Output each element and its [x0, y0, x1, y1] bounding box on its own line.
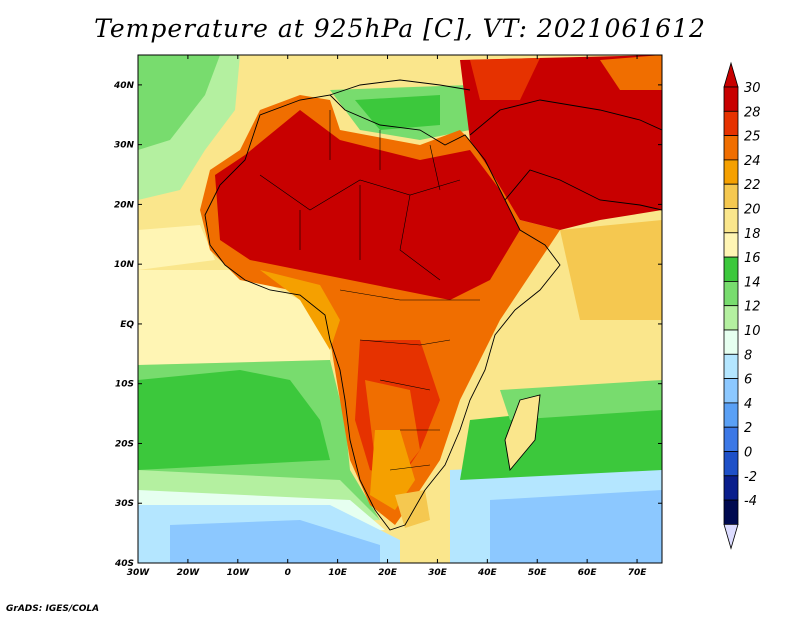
colorbar-over-triangle	[723, 61, 739, 88]
colorbar-swatch	[723, 183, 739, 209]
colorbar-swatch	[723, 232, 739, 258]
longitude-axis: 30W 20W 10W 0 10E 20E 30E 40E 50E 60E 70E	[127, 55, 647, 578]
colorbar-label: 14	[744, 275, 761, 290]
lon-tick-label: 20W	[177, 568, 201, 578]
colorbar-swatch	[723, 353, 739, 379]
lat-tick-label: 20N	[114, 200, 135, 210]
colorbar-label: 25	[744, 130, 761, 145]
temperature-field	[138, 55, 662, 563]
colorbar-swatch	[723, 426, 739, 452]
colorbar-label: 24	[744, 154, 761, 169]
lat-tick-label: 10S	[115, 380, 134, 390]
lat-tick-label: 20S	[115, 439, 134, 449]
colorbar-label: 22	[744, 178, 761, 193]
colorbar-label: -4	[744, 494, 757, 509]
colorbar-swatch	[723, 378, 739, 404]
lat-tick-label: EQ	[120, 320, 134, 330]
colorbar-swatch	[723, 86, 739, 112]
colorbar-label: 10	[744, 324, 761, 339]
latitude-axis: 40N 30N 20N 10N EQ 10S 20S 30S 40S	[113, 81, 662, 569]
colorbar-label: 4	[744, 397, 752, 412]
colorbar-label: 8	[744, 348, 752, 363]
country-borders	[259, 110, 480, 471]
lon-tick-label: 40E	[477, 568, 498, 578]
colorbar-swatch	[723, 256, 739, 282]
colorbar-label: 2	[744, 421, 752, 436]
lat-tick-label: 30N	[114, 141, 135, 151]
colorbar-label: 18	[744, 227, 761, 242]
lon-tick-label: 10E	[328, 568, 348, 578]
lon-tick-label: 60E	[578, 568, 598, 578]
lon-tick-label: 30E	[428, 568, 448, 578]
colorbar-label: 6	[744, 373, 752, 388]
lat-tick-label: 10N	[114, 260, 135, 270]
lon-tick-label: 0	[285, 568, 291, 578]
lat-tick-label: 30S	[115, 499, 134, 509]
colorbar-swatch	[723, 402, 739, 428]
colorbar-label: 0	[744, 446, 752, 461]
map-title: Temperature at 925hPa [C], VT: 202106161…	[94, 14, 706, 43]
colorbar-swatch	[723, 475, 739, 501]
colorbar-label: 12	[744, 300, 761, 315]
lon-tick-label: 10W	[227, 568, 251, 578]
colorbar-label: 30	[744, 81, 761, 96]
colorbar-swatch	[723, 499, 739, 525]
colorbar-swatch	[723, 305, 739, 331]
colorbar-label: 28	[744, 105, 761, 120]
colorbar-swatch	[723, 159, 739, 185]
colorbar-swatch	[723, 280, 739, 307]
colorbar-label: -2	[744, 470, 757, 485]
lon-tick-label: 70E	[628, 568, 648, 578]
coastlines	[204, 79, 662, 531]
lon-tick-label: 30W	[127, 568, 151, 578]
colorbar-swatch	[723, 110, 739, 137]
lat-tick-label: 40N	[113, 81, 135, 91]
lat-tick-label: 40S	[114, 559, 134, 569]
grads-credit: GrADS: IGES/COLA	[6, 604, 100, 614]
colorbar-swatch	[723, 208, 739, 234]
map-frame	[137, 54, 663, 564]
lon-tick-label: 20E	[378, 568, 398, 578]
colorbar-label: 16	[744, 251, 761, 266]
colorbar-label: 20	[744, 203, 761, 218]
colorbar-swatch	[723, 329, 739, 355]
colorbar-swatch	[723, 451, 739, 477]
lon-tick-label: 50E	[528, 568, 548, 578]
colorbar-swatch	[723, 135, 739, 161]
colorbar-under-triangle	[723, 524, 739, 550]
